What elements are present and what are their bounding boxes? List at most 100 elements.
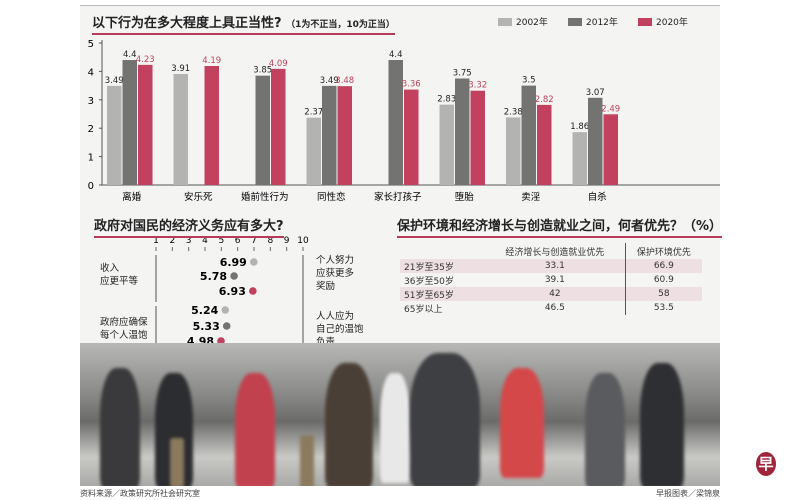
credit-note: 早报图表／梁锦泉	[656, 489, 720, 498]
dot-chart-title: 政府对国民的经济义务应有多大?	[94, 215, 284, 238]
dot-value-label: 5.78	[200, 270, 227, 283]
legend-2002: 2002年	[498, 15, 548, 28]
label-govt-ensure: 政府应确保 每个人温饱	[100, 317, 148, 341]
dot	[217, 337, 225, 345]
bar-value-label: 3.49	[105, 76, 124, 86]
bar-value-label: 2.83	[437, 95, 456, 105]
y-tick-label: 4	[88, 67, 94, 78]
legend-2020: 2020年	[638, 15, 688, 28]
y-tick-label: 2	[88, 124, 94, 135]
dot	[250, 258, 258, 266]
dot-value-label: 6.99	[220, 256, 247, 269]
bar	[537, 104, 552, 185]
bar-chart-title: 以下行为在多大程度上具正当性? （1为不正当，10为正当）	[92, 12, 395, 35]
bar	[322, 85, 337, 185]
row-label: 21岁至35岁	[400, 259, 485, 273]
bar-value-label: 4.23	[136, 55, 155, 65]
bar	[138, 64, 153, 185]
bar	[603, 114, 618, 185]
cell: 42	[485, 287, 626, 301]
bar-value-label: 3.75	[453, 69, 472, 79]
row-label: 65岁以上	[404, 304, 443, 315]
bar	[173, 73, 188, 185]
y-tick-label: 3	[88, 96, 94, 107]
x-tick-label: 7	[251, 236, 257, 246]
row-label: 51岁至65岁	[400, 287, 485, 301]
category-label: 自杀	[588, 191, 607, 203]
bar-value-label: 4.09	[269, 59, 288, 69]
bar	[107, 85, 122, 185]
dot-value-label: 5.33	[193, 320, 220, 333]
x-tick-label: 4	[202, 236, 208, 246]
bar	[404, 89, 419, 185]
dot-plot: 1 2 3 4 5 6 7 8 9 10 6.995.78 6.935.24 5.33 4.98	[153, 236, 309, 345]
bar-value-label: 3.5	[522, 76, 536, 86]
source-note: 资料来源／政策研究所社会研究室	[80, 489, 200, 498]
bar	[204, 66, 219, 185]
bar-value-label: 3.49	[320, 76, 339, 86]
bar	[306, 117, 321, 185]
bar	[255, 75, 270, 185]
category-label: 堕胎	[455, 191, 475, 203]
dot	[221, 306, 230, 314]
bar-value-label: 3.32	[468, 81, 487, 91]
category-label: 同性恋	[317, 191, 346, 203]
category-label: 离婚	[122, 191, 142, 203]
bar-value-label: 1.86	[570, 122, 589, 132]
table-row: 36岁至50岁 39.1 60.9	[400, 273, 702, 287]
cell: 58	[625, 287, 702, 301]
dot-value-label: 6.93	[219, 285, 246, 298]
x-tick-label: 1	[153, 236, 159, 246]
obligation-chart: 1 2 3 4 5 6 7 8 9 10 6.99 5.78 6.93 5.24 5.33 4.98 政府对国…	[80, 210, 380, 348]
category-label: 婚前性行为	[241, 191, 289, 203]
y-tick-label: 5	[88, 39, 94, 50]
cell: 46.5	[485, 301, 626, 315]
table-title: 保护环境和经济增长与创造就业之间，何者优先？（%）	[397, 215, 723, 238]
dot	[230, 272, 238, 280]
x-tick-label: 6	[235, 236, 241, 246]
x-tick-label: 2	[169, 236, 175, 246]
table-row: 21岁至35岁 33.1 66.9	[400, 259, 702, 273]
bar	[122, 60, 137, 185]
bar	[388, 60, 403, 185]
bar	[337, 86, 352, 185]
bar	[271, 68, 286, 185]
cell: 33.1	[485, 259, 626, 273]
bar-value-label: 3.36	[402, 80, 421, 90]
cell: 39.1	[485, 273, 626, 287]
x-tick-label: 3	[186, 236, 192, 246]
table-row: 51岁至65岁 42 58	[400, 287, 702, 301]
category-label: 家长打孩子	[374, 191, 422, 203]
label-self-responsible: 人人应为自己的温饱负责	[316, 311, 364, 348]
dot-value-label: 5.24	[191, 304, 218, 317]
y-tick-label: 0	[88, 181, 94, 192]
bar-value-label: 3.48	[335, 76, 354, 86]
table-row: 65岁以上 46.5 53.5	[400, 301, 702, 315]
bar	[521, 85, 536, 185]
bar-value-label: 4.19	[202, 56, 221, 66]
y-tick-label: 1	[88, 153, 94, 164]
street-crowd-photo	[80, 343, 720, 486]
label-income-equal: 收入 应更平等	[100, 263, 139, 287]
bar-value-label: 2.82	[535, 95, 554, 105]
bar	[455, 78, 470, 185]
bar-value-label: 2.38	[504, 107, 523, 117]
bar-value-label: 3.91	[171, 64, 190, 74]
priority-table: 经济增长与创造就业优先 保护环境优先 21岁至35岁 33.1 66.9 36岁至50…	[400, 243, 702, 315]
x-tick-label: 5	[218, 236, 224, 246]
bar-value-label: 4.4	[389, 50, 403, 60]
dot	[249, 287, 257, 295]
category-label: 卖淫	[521, 191, 541, 203]
bar-value-label: 2.49	[601, 104, 620, 114]
cell: 60.9	[653, 275, 674, 285]
col-header-environment: 保护环境优先	[636, 247, 691, 258]
env-vs-economy-table: 保护环境和经济增长与创造就业之间，何者优先？（%） 经济增长与创造就业优先 保护环…	[380, 210, 723, 345]
bar-value-label: 3.85	[253, 66, 272, 76]
label-reward-effort: 个人努力 应获更多 奖励	[316, 255, 355, 292]
x-tick-label: 10	[297, 236, 309, 246]
bar	[572, 132, 587, 185]
bar-value-label: 3.07	[586, 88, 605, 98]
x-tick-label: 8	[267, 236, 273, 246]
bar-value-label: 4.4	[123, 50, 137, 60]
